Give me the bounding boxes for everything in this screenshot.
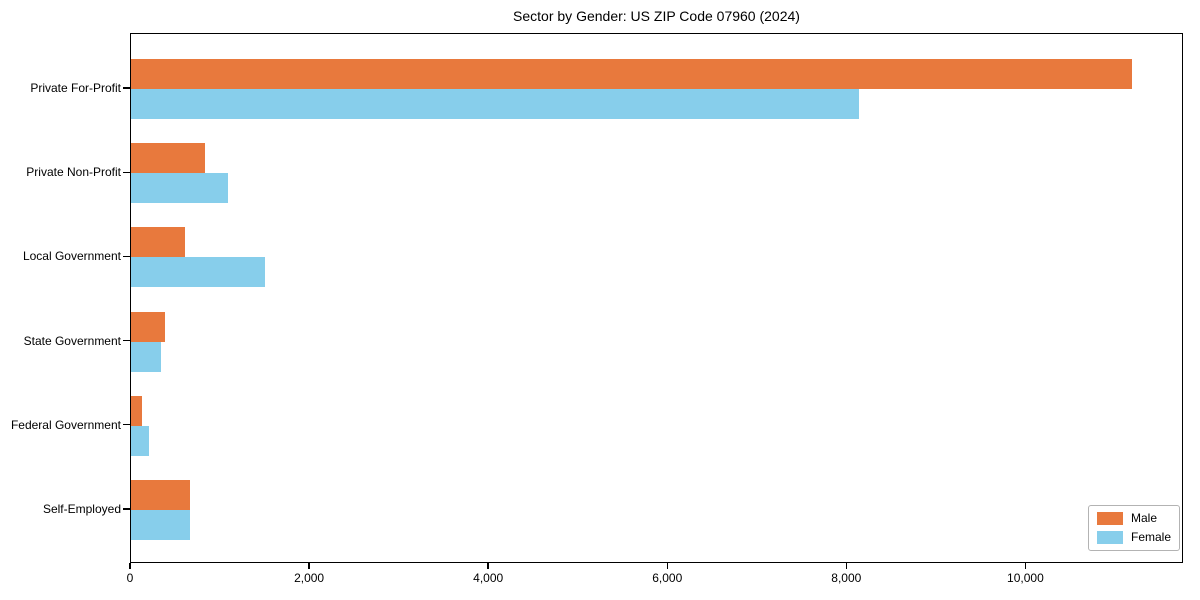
female-swatch-icon [1097, 531, 1123, 544]
x-tick-8000 [845, 563, 848, 569]
x-tick-10000 [1024, 563, 1027, 569]
bar-male-private-for-profit [131, 59, 1132, 89]
y-label-private-non-profit: Private Non-Profit [26, 165, 121, 180]
legend-item-female: Female [1097, 531, 1171, 544]
x-tick-label-10000: 10,000 [1007, 571, 1044, 585]
x-tick-label-2000: 2,000 [294, 571, 325, 585]
x-tick-6000 [666, 563, 668, 569]
plot-area [130, 33, 1183, 563]
x-tick-label-6000: 6,000 [652, 571, 683, 585]
y-tick-local-government [123, 255, 130, 258]
x-tick-4000 [487, 563, 489, 569]
male-swatch-icon [1097, 512, 1123, 525]
bar-female-private-non-profit [131, 173, 228, 204]
x-tick-label-4000: 4,000 [473, 571, 504, 585]
y-tick-private-for-profit [123, 87, 130, 89]
chart-title: Sector by Gender: US ZIP Code 07960 (202… [513, 8, 800, 24]
bar-male-state-government [131, 311, 165, 342]
y-tick-self-employed [123, 508, 130, 510]
bar-female-private-for-profit [131, 89, 860, 119]
bar-male-local-government [131, 227, 185, 258]
legend: Male Female [1088, 505, 1180, 551]
y-label-self-employed: Self-Employed [42, 502, 121, 516]
y-tick-state-government [123, 339, 130, 342]
bar-female-federal-government [131, 425, 149, 456]
legend-label-male: Male [1131, 511, 1158, 525]
x-tick-0 [129, 563, 131, 569]
x-tick-label-8000: 8,000 [831, 571, 862, 585]
bar-male-federal-government [131, 395, 142, 426]
x-tick-2000 [308, 563, 310, 569]
bar-male-private-non-profit [131, 143, 206, 174]
legend-label-female: Female [1131, 530, 1172, 544]
bar-female-local-government [131, 257, 266, 288]
y-label-state-government: State Government [23, 333, 121, 348]
bar-female-state-government [131, 341, 162, 372]
y-tick-federal-government [123, 424, 130, 426]
y-label-private-for-profit: Private For-Profit [30, 81, 121, 95]
legend-item-male: Male [1097, 512, 1171, 525]
y-label-federal-government: Federal Government [10, 417, 121, 432]
y-tick-private-non-profit [123, 171, 130, 173]
y-label-local-government: Local Government [22, 249, 121, 264]
x-tick-label-0: 0 [126, 571, 134, 585]
bar-female-self-employed [131, 510, 190, 540]
bar-male-self-employed [131, 480, 190, 510]
